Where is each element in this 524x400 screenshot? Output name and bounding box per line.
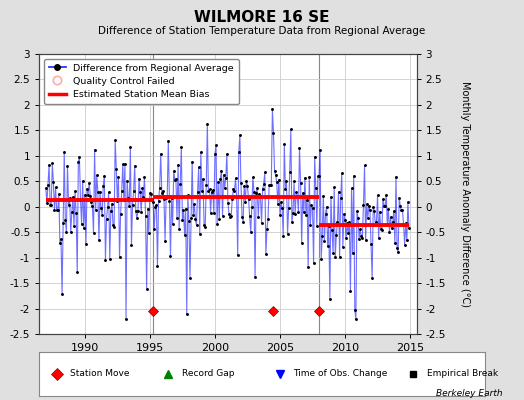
Text: Record Gap: Record Gap	[182, 370, 234, 378]
Y-axis label: Monthly Temperature Anomaly Difference (°C): Monthly Temperature Anomaly Difference (…	[460, 81, 470, 307]
Text: Difference of Station Temperature Data from Regional Average: Difference of Station Temperature Data f…	[99, 26, 425, 36]
Text: Empirical Break: Empirical Break	[427, 370, 498, 378]
Legend: Difference from Regional Average, Quality Control Failed, Estimated Station Mean: Difference from Regional Average, Qualit…	[44, 59, 238, 104]
Text: Berkeley Earth: Berkeley Earth	[436, 389, 503, 398]
Text: Station Move: Station Move	[70, 370, 130, 378]
Text: WILMORE 16 SE: WILMORE 16 SE	[194, 10, 330, 25]
Text: Time of Obs. Change: Time of Obs. Change	[293, 370, 388, 378]
